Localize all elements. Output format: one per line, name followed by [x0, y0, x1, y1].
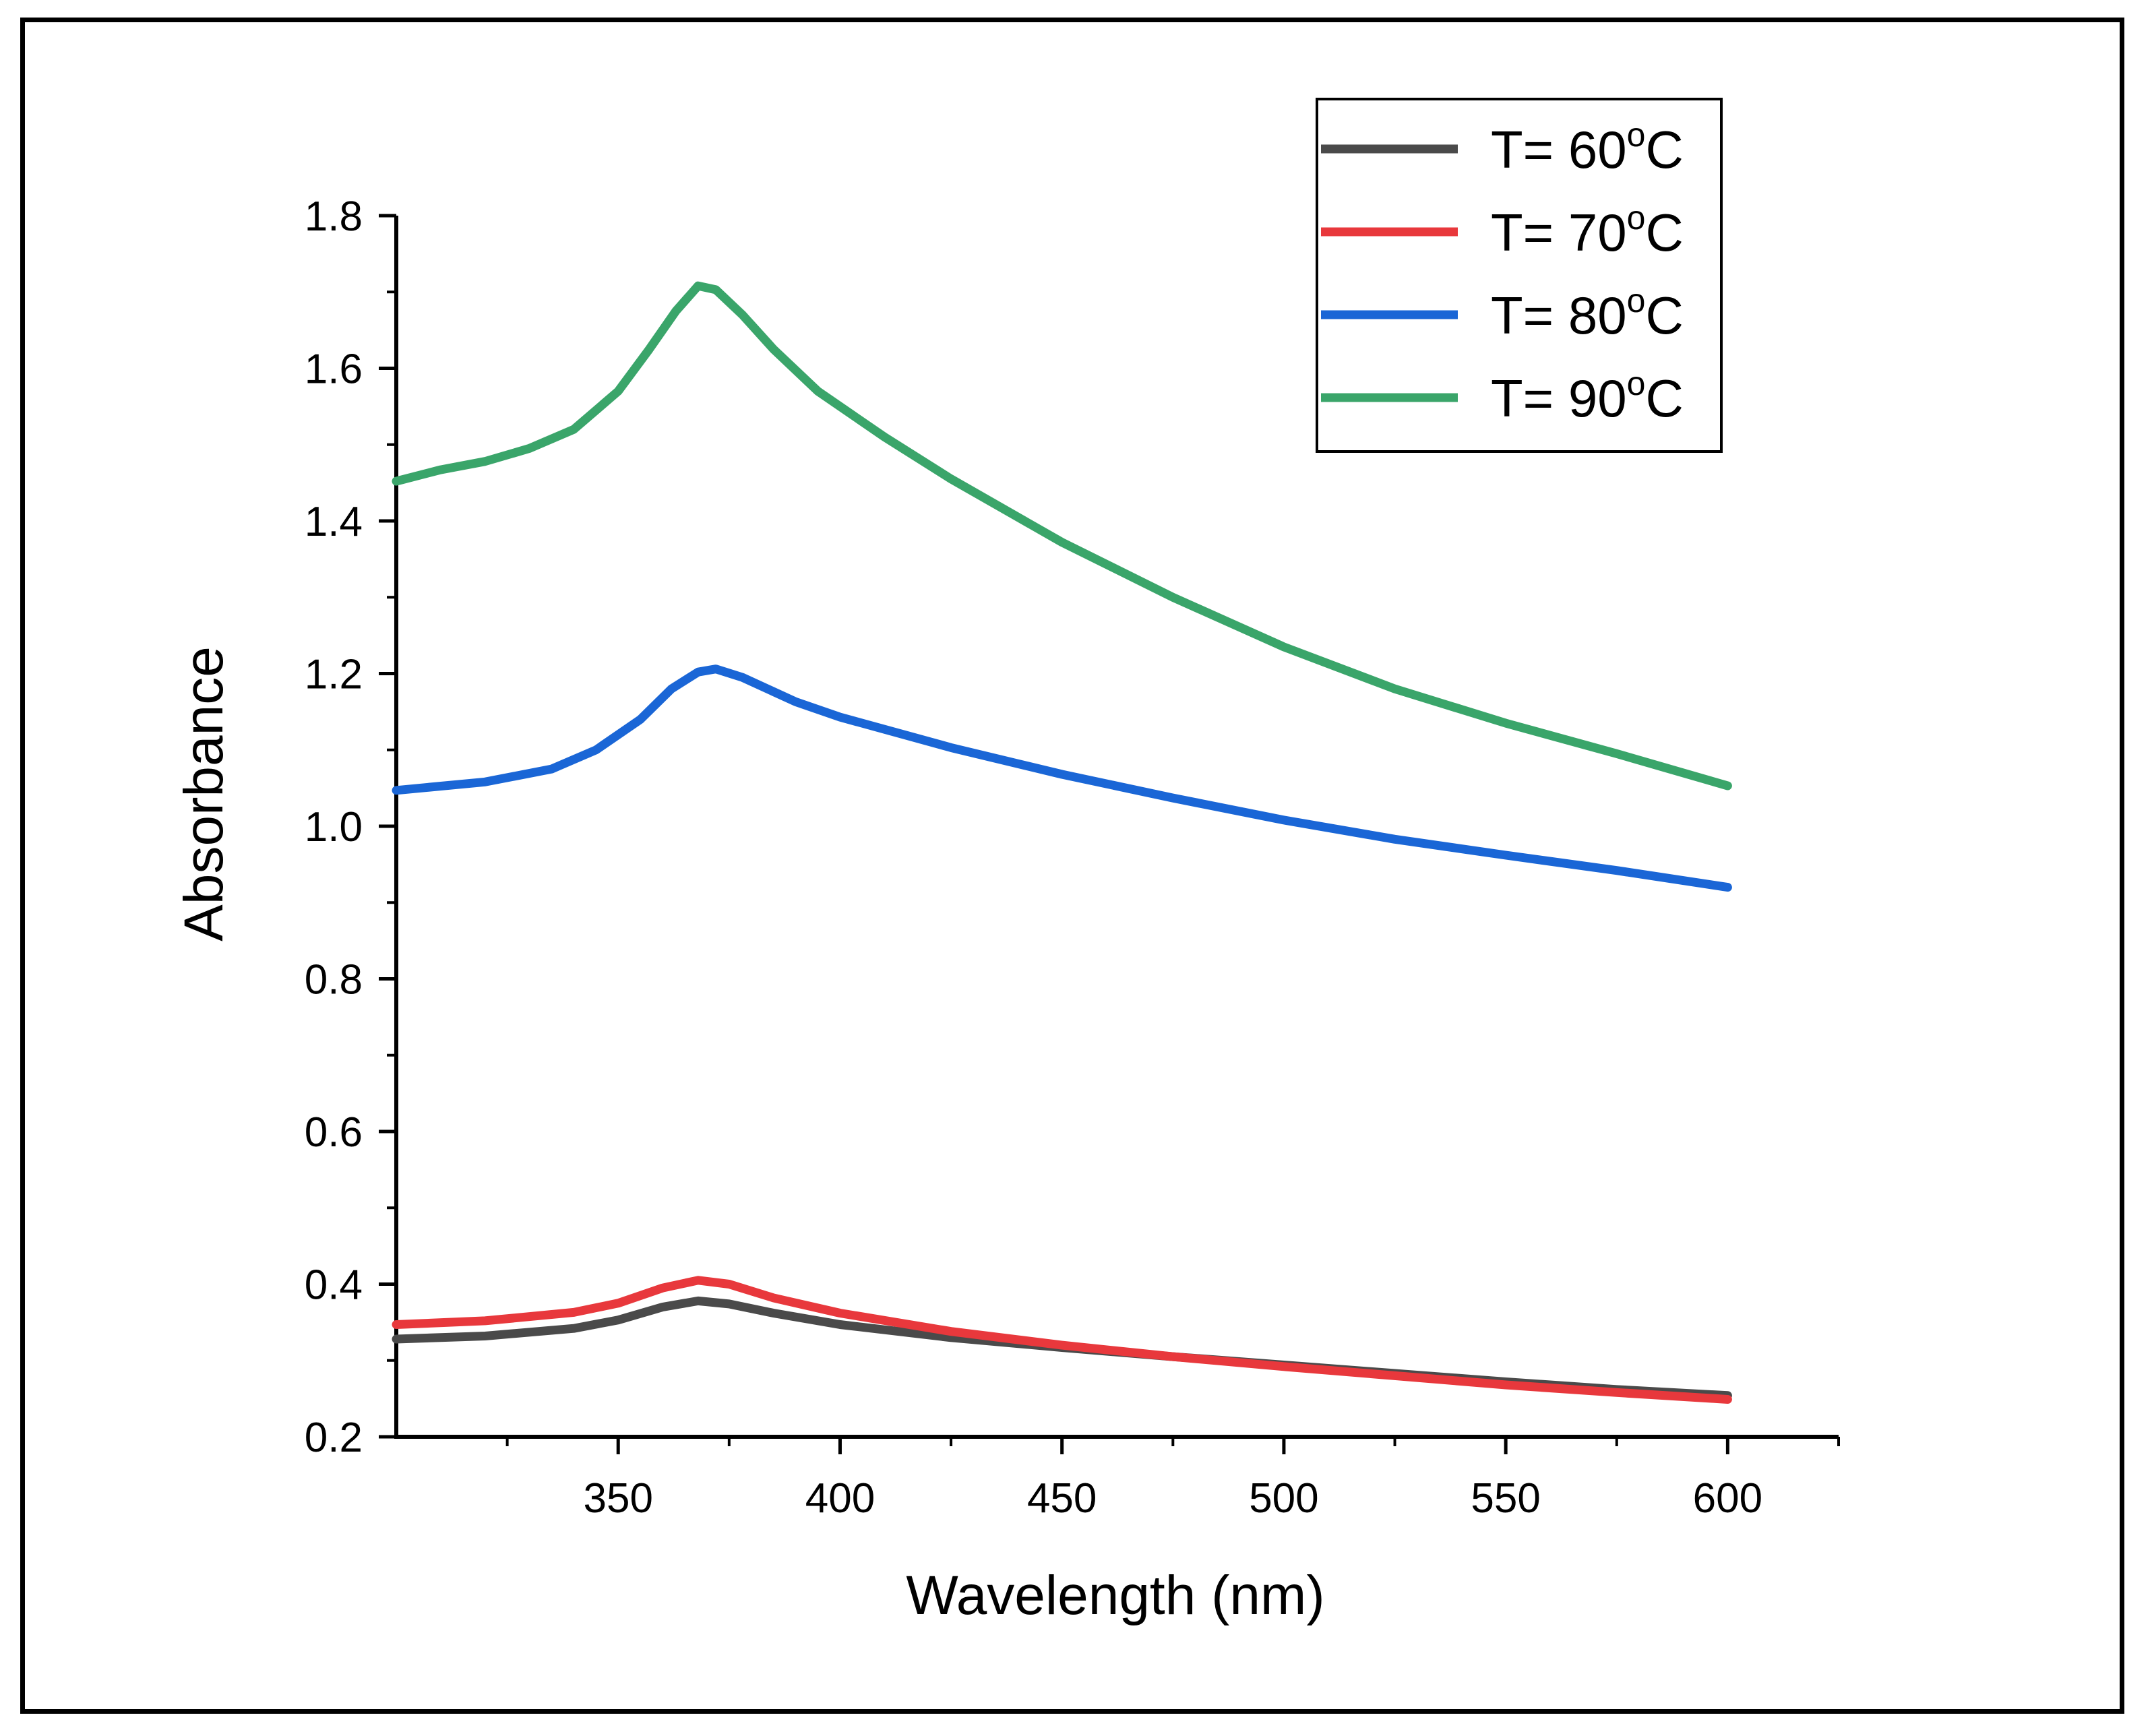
x-tick-label: 500	[1249, 1475, 1318, 1522]
legend-label-suffix: C	[1645, 369, 1683, 428]
y-tick-label: 1.6	[305, 346, 363, 393]
legend-label-text: T= 70	[1491, 203, 1627, 262]
series-lines	[392, 281, 1732, 1404]
series-line-3	[392, 664, 1732, 892]
y-tick-label: 0.8	[305, 957, 363, 1003]
legend-box	[1316, 98, 1723, 453]
figure-frame	[20, 18, 2124, 1714]
series-line-4	[392, 281, 1732, 790]
series-line-2	[392, 1276, 1732, 1404]
x-tick-label: 600	[1693, 1475, 1762, 1522]
legend-label-sup: o	[1627, 282, 1646, 319]
y-tick-label: 0.6	[305, 1109, 363, 1156]
x-axis-title: Wavelength (nm)	[906, 1565, 1324, 1626]
legend-label-text: T= 60	[1491, 120, 1627, 179]
legend-label-sup: o	[1627, 199, 1646, 237]
x-tick-label: 450	[1027, 1475, 1097, 1522]
x-tick-label: 400	[805, 1475, 875, 1522]
y-tick-label: 1.4	[305, 499, 363, 545]
legend-label-sup: o	[1627, 116, 1646, 154]
legend-label-text: T= 80	[1491, 286, 1627, 345]
y-tick-label: 1.2	[305, 652, 363, 698]
y-ticks: 0.2 0.4 0.6 0.8 1.0 1.2 1.4 1.6 1.8	[305, 193, 396, 1461]
legend-label-sup: o	[1627, 365, 1646, 402]
legend-label-4: T= 90oC	[1491, 365, 1684, 428]
legend-label-3: T= 80oC	[1491, 282, 1684, 345]
y-axis-title: Absorbance	[173, 646, 235, 941]
x-tick-label: 550	[1471, 1475, 1540, 1522]
legend-label-suffix: C	[1645, 286, 1683, 345]
y-tick-label: 1.8	[305, 193, 363, 240]
y-tick-label: 0.2	[305, 1415, 363, 1461]
y-tick-label: 0.4	[305, 1262, 363, 1309]
y-tick-label: 1.0	[305, 804, 363, 850]
x-ticks: 350 400 450 500 550 600	[505, 1437, 1840, 1522]
legend-label-suffix: C	[1645, 203, 1683, 262]
x-tick-label: 350	[584, 1475, 653, 1522]
legend-label-text: T= 90	[1491, 369, 1627, 428]
legend-label-1: T= 60oC	[1491, 116, 1684, 179]
legend-label-suffix: C	[1645, 120, 1683, 179]
legend-label-2: T= 70oC	[1491, 199, 1684, 262]
